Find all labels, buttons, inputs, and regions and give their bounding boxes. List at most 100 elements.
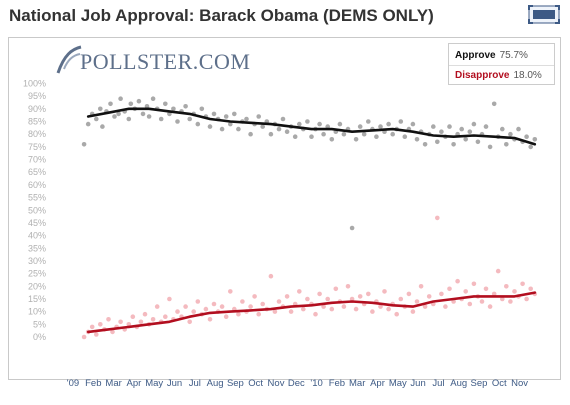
disapprove-point [345, 284, 351, 289]
disapprove-point [219, 304, 225, 309]
disapprove-point [163, 314, 168, 320]
disapprove-point [240, 299, 245, 304]
approve-point [228, 121, 233, 127]
disapprove-point [301, 306, 306, 312]
approve-point [219, 126, 225, 132]
disapprove-point [487, 304, 493, 309]
approve-point [357, 124, 363, 129]
approve-point [140, 111, 146, 117]
approve-point [116, 111, 121, 117]
disapprove-point [447, 286, 452, 292]
legend-item-disapprove[interactable]: Disapprove 18.0% [455, 70, 542, 81]
y-tick-label: 25% [28, 269, 46, 279]
approve-point [463, 137, 469, 142]
disapprove-point [455, 278, 460, 284]
disapprove-point [471, 281, 477, 287]
disapprove-point [317, 291, 322, 297]
disapprove-point [284, 294, 290, 299]
disapprove-point [313, 311, 318, 317]
approve-point [94, 116, 99, 122]
disapprove-point [370, 309, 375, 314]
disapprove-point [248, 304, 253, 309]
approve-point [292, 134, 298, 139]
disapprove-point [183, 304, 188, 309]
approve-point [361, 131, 367, 137]
approve-point [163, 101, 168, 107]
x-tick-label: Feb [329, 378, 345, 389]
y-tick-label: 60% [28, 180, 46, 190]
legend-value: 18.0% [513, 70, 542, 81]
approve-point [317, 121, 322, 127]
approve-point [374, 134, 379, 139]
x-tick-label: Jul [189, 378, 201, 389]
logo-text: POLLSTER.COM [80, 49, 251, 74]
disapprove-point [394, 311, 400, 317]
approve-trend-line [86, 107, 537, 146]
approve-point [207, 124, 213, 129]
approve-point [284, 129, 290, 134]
disapprove-point [252, 294, 257, 299]
disapprove-point [236, 311, 241, 317]
approve-point [146, 114, 152, 119]
legend: Approve 75.7% Disapprove 18.0% [448, 43, 555, 85]
expand-window-icon[interactable] [528, 5, 560, 24]
disapprove-point [528, 286, 533, 292]
y-tick-label: 35% [28, 243, 46, 253]
x-tick-label: Sep [227, 378, 244, 389]
series-layer [81, 96, 538, 340]
disapprove-point [211, 301, 217, 307]
approve-point [422, 142, 428, 147]
y-axis: 100% 95% 90% 85% 80% 75% 70% 65% 60% 55% 50% 45% 40%… [23, 79, 46, 343]
disapprove-point [276, 299, 282, 304]
x-tick-label: '10 [310, 378, 322, 389]
approve-point [126, 116, 132, 122]
disapprove-point [297, 289, 302, 294]
approve-point [136, 98, 142, 104]
approve-point [195, 121, 201, 127]
disapprove-point [89, 324, 95, 330]
disapprove-point [203, 306, 209, 312]
approve-point [112, 114, 117, 119]
disapprove-point [228, 289, 233, 294]
disapprove-point [524, 296, 529, 302]
y-tick-label: 90% [28, 104, 46, 114]
approve-point [260, 124, 266, 129]
y-tick-label: 10% [28, 307, 46, 317]
disapprove-point [98, 322, 103, 327]
approve-point [491, 101, 497, 107]
approve-point [386, 121, 391, 127]
disapprove-point [187, 319, 192, 325]
x-tick-label: Aug [207, 378, 224, 389]
approve-point [128, 101, 134, 107]
approve-point [459, 126, 465, 132]
y-tick-label: 0% [33, 332, 46, 342]
y-tick-label: 30% [28, 256, 46, 266]
disapprove-point [191, 309, 196, 314]
y-tick-label: 20% [28, 281, 46, 291]
disapprove-point [479, 299, 485, 304]
disapprove-point [207, 317, 213, 322]
disapprove-point [414, 299, 420, 304]
approve-point [467, 129, 473, 134]
approve-point [276, 126, 282, 132]
x-axis: '09 Feb Mar Apr May Jun Jul Aug Sep Oct Nov Dec '10 F… [67, 378, 528, 389]
approve-point [280, 116, 286, 122]
approve-point [353, 137, 359, 142]
disapprove-point [378, 304, 383, 309]
disapprove-point [443, 304, 448, 309]
approve-point [187, 116, 192, 122]
disapprove-point [406, 291, 412, 297]
disapprove-point [325, 296, 331, 302]
disapprove-point [491, 291, 497, 297]
approve-point [516, 126, 521, 132]
legend-label: Disapprove [455, 70, 510, 81]
legend-item-approve[interactable]: Approve 75.7% [455, 50, 528, 61]
approve-point [158, 116, 164, 122]
disapprove-point [154, 304, 160, 309]
disapprove-point [175, 309, 180, 314]
y-tick-label: 70% [28, 155, 46, 165]
approve-point [244, 116, 249, 122]
approve-point [414, 137, 420, 142]
disapprove-point [81, 334, 87, 340]
disapprove-point [435, 215, 440, 221]
